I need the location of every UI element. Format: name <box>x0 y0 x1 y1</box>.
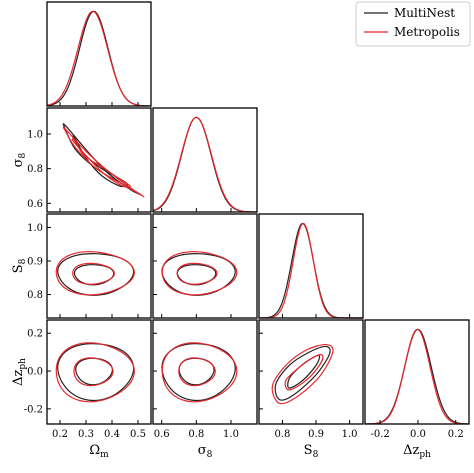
x-tick-label: 0.5 <box>130 429 146 440</box>
marginal-curve-multinest <box>364 328 470 425</box>
y-tick-label: 0.8 <box>27 164 43 175</box>
contour-inner-metropolis <box>284 354 324 391</box>
marginal-curve-metropolis <box>152 116 258 213</box>
contour-outer-metropolis <box>55 342 135 403</box>
panel-frame <box>152 107 258 213</box>
contour-inner-metropolis <box>72 262 115 285</box>
x-tick-label: 0.8 <box>275 429 291 440</box>
x-axis-label-dz: Δzph <box>403 443 431 460</box>
contour-panel-Om-dz: 0.2 0.3 0.4 0.5 -0.2 0.0 0.2 <box>24 319 152 440</box>
legend-label: MultiNest <box>394 6 455 20</box>
panel-frame <box>152 213 258 319</box>
marginal-panel-Om <box>46 1 152 107</box>
contour-inner-metropolis <box>178 357 216 387</box>
contour-outer-metropolis <box>55 251 135 296</box>
contour-outer-metropolis <box>271 343 334 405</box>
panel-frame <box>258 213 364 319</box>
panel-frame <box>46 213 152 319</box>
y-tick-label: 0.6 <box>27 199 43 210</box>
y-tick-label: 0.2 <box>27 329 43 340</box>
marginal-panel-dz: -0.2 0.0 0.2 <box>364 319 470 440</box>
x-tick-label: 1.0 <box>342 429 358 440</box>
contour-outer-multinest <box>62 123 142 196</box>
panel-frame <box>364 319 470 425</box>
x-tick-label: 0.9 <box>308 429 324 440</box>
x-axis-label-s8: σ8 <box>198 443 213 460</box>
contour-inner-metropolis <box>176 262 218 285</box>
y-tick-label: -0.2 <box>24 404 43 415</box>
panel-frame <box>46 319 152 425</box>
x-tick-label: 0.2 <box>448 429 464 440</box>
x-tick-label: -0.2 <box>370 429 389 440</box>
contour-panel-Om-s8: 0.6 0.8 1.0 <box>27 107 152 213</box>
x-tick-label: 0.2 <box>52 429 68 440</box>
marginal-curve-metropolis <box>259 222 363 319</box>
contour-panel-Om-S8: 0.8 0.9 1.0 <box>27 213 152 319</box>
x-tick-label: 0.0 <box>410 429 426 440</box>
contour-panel-s8-dz: 0.6 0.8 1.0 <box>152 319 258 440</box>
panel-frame <box>46 107 152 213</box>
contour-outer-multinest <box>57 253 135 296</box>
contour-inner-metropolis <box>71 138 131 188</box>
y-tick-label: 0.0 <box>27 367 43 378</box>
marginal-panel-s8 <box>152 107 258 213</box>
x-tick-label: 0.3 <box>78 429 94 440</box>
contour-panel-S8-dz: 0.8 0.9 1.0 <box>258 319 364 440</box>
contour-outer-multinest <box>274 345 331 401</box>
contour-panel-s8-S8 <box>152 213 258 319</box>
y-axis-label-s8: σ8 <box>11 152 28 167</box>
legend-label: Metropolis <box>394 25 460 39</box>
panel-frame <box>46 1 152 107</box>
x-axis-label-S8: S8 <box>304 443 319 460</box>
y-tick-label: 0.9 <box>27 256 43 267</box>
panel-frame <box>258 319 364 425</box>
x-tick-label: 0.8 <box>188 429 204 440</box>
y-tick-label: 0.8 <box>27 290 43 301</box>
y-axis-label-dz: Δzph <box>11 358 28 386</box>
y-axis-label-S8: S8 <box>11 258 28 273</box>
panel-frame <box>152 319 258 425</box>
x-tick-label: 0.6 <box>154 429 170 440</box>
x-axis-label-Om: Ωm <box>89 443 109 460</box>
contour-outer-metropolis <box>161 251 238 296</box>
marginal-curve-metropolis <box>364 328 470 425</box>
marginal-curve-metropolis <box>46 10 152 107</box>
y-tick-label: 1.0 <box>27 223 43 234</box>
contour-outer-metropolis <box>161 342 238 403</box>
marginal-curve-multinest <box>258 222 363 319</box>
legend: MultiNest Metropolis <box>355 1 471 47</box>
x-tick-label: 1.0 <box>223 429 239 440</box>
marginal-curve-multinest <box>46 10 152 107</box>
x-tick-label: 0.4 <box>104 429 120 440</box>
contour-inner-metropolis <box>73 357 114 387</box>
contour-inner-multinest <box>73 264 115 286</box>
marginal-panel-S8 <box>258 213 364 319</box>
y-tick-label: 1.0 <box>27 130 43 141</box>
contour-outer-metropolis <box>62 126 145 198</box>
